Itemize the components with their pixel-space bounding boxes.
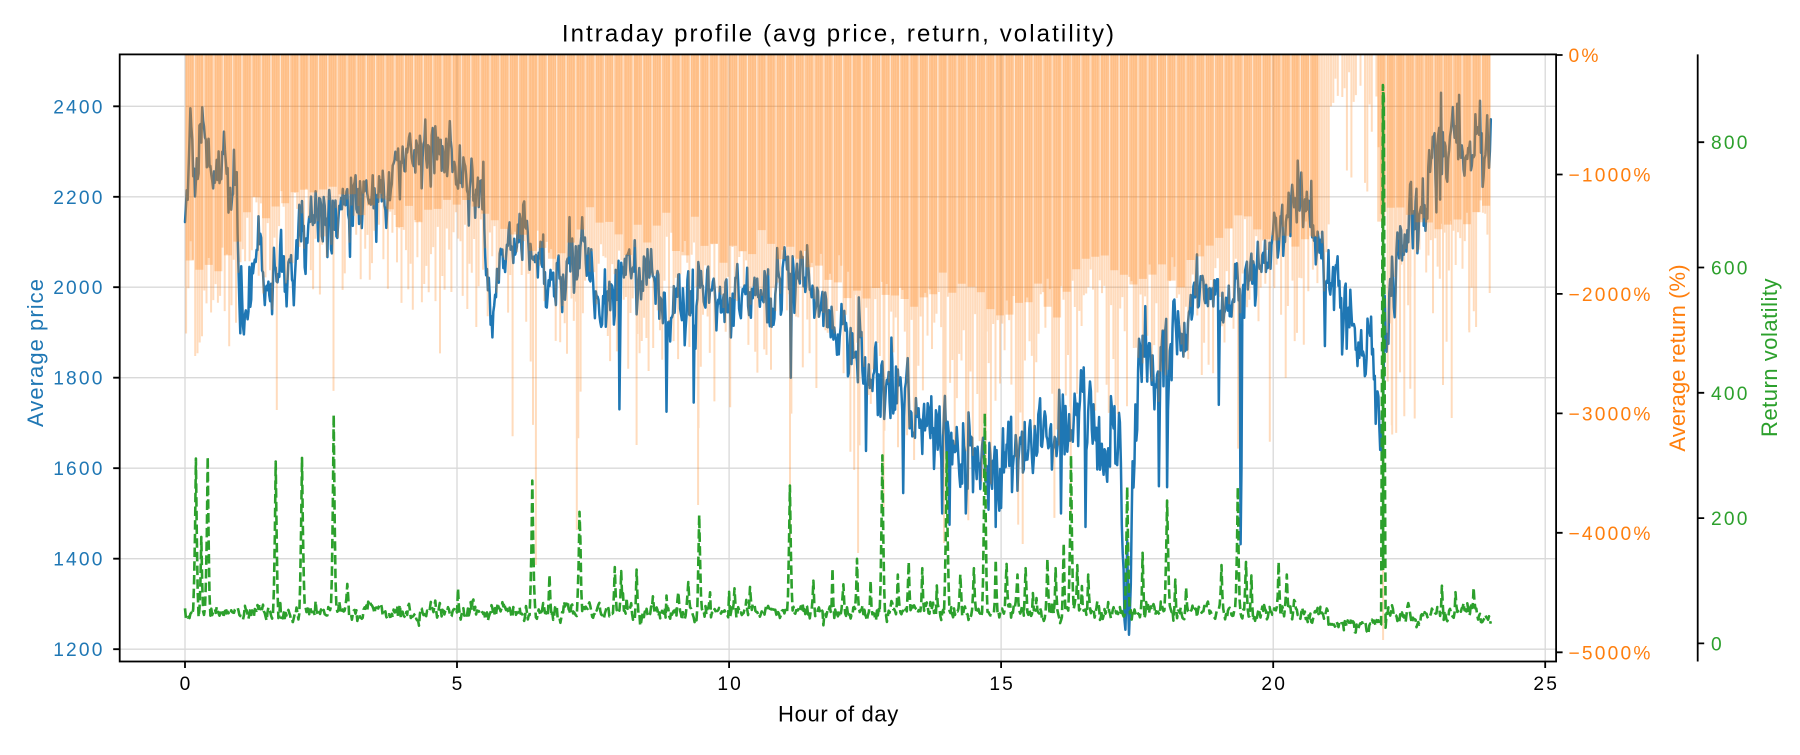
svg-text:−3000%: −3000% — [1569, 404, 1653, 425]
svg-text:1400: 1400 — [53, 550, 105, 571]
svg-text:−2000%: −2000% — [1569, 285, 1653, 306]
svg-text:600: 600 — [1711, 259, 1750, 280]
svg-text:800: 800 — [1711, 133, 1750, 154]
svg-text:15: 15 — [989, 674, 1015, 695]
svg-text:25: 25 — [1533, 674, 1559, 695]
svg-text:1600: 1600 — [53, 459, 105, 480]
svg-text:2400: 2400 — [53, 97, 105, 118]
svg-text:Average return (%): Average return (%) — [1665, 264, 1690, 451]
svg-text:2200: 2200 — [53, 188, 105, 209]
svg-text:1800: 1800 — [53, 369, 105, 390]
svg-text:0%: 0% — [1569, 46, 1601, 67]
svg-text:−4000%: −4000% — [1569, 524, 1653, 545]
svg-text:Return volatility: Return volatility — [1757, 278, 1782, 437]
svg-text:Average price: Average price — [23, 278, 48, 427]
svg-text:1200: 1200 — [53, 640, 105, 661]
svg-text:5: 5 — [452, 674, 465, 695]
svg-text:10: 10 — [717, 674, 743, 695]
svg-text:0: 0 — [1711, 634, 1724, 655]
svg-text:−1000%: −1000% — [1569, 166, 1653, 187]
svg-text:−5000%: −5000% — [1569, 643, 1653, 664]
svg-text:2000: 2000 — [53, 278, 105, 299]
svg-text:20: 20 — [1261, 674, 1287, 695]
svg-text:0: 0 — [180, 674, 193, 695]
svg-text:Hour of day: Hour of day — [778, 702, 899, 727]
svg-text:Intraday profile (avg price, r: Intraday profile (avg price, return, vol… — [562, 21, 1116, 48]
svg-text:400: 400 — [1711, 384, 1750, 405]
svg-text:200: 200 — [1711, 509, 1750, 530]
